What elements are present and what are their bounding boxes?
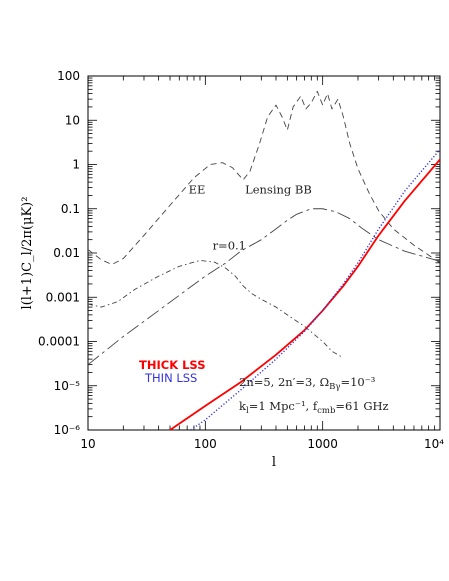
x-tick-label: 100	[194, 437, 217, 451]
y-tick-label: 10⁻⁵	[54, 379, 81, 393]
y-axis-title: l(l+1)C_l/2π(μK)²	[20, 197, 35, 310]
y-tick-label: 10⁻⁶	[54, 423, 81, 437]
y-tick-label: 0.1	[61, 202, 80, 216]
labels-group: 10 100 1000 10⁴ 100 10 1 0.1 0.01 0.001 0.0001 10⁻⁵…	[20, 69, 444, 470]
series-line-lensing-bb	[88, 208, 440, 365]
annotation-subscript: cmb	[317, 406, 336, 416]
x-tick-label: 10⁴	[424, 437, 444, 451]
y-tick-label: 100	[57, 69, 80, 83]
x-tick-label: 1000	[307, 437, 338, 451]
y-tick-label: 10	[65, 113, 80, 127]
x-tick-label: 10	[80, 437, 95, 451]
parameter-annotation-2: kl=1 Mpc⁻¹, fcmb=61 GHz	[239, 399, 389, 416]
annotation-text: =1 Mpc⁻¹, f	[249, 399, 318, 413]
x-axis-title: l	[272, 455, 276, 470]
series-line-thick-lss	[169, 158, 440, 430]
legend-thin-lss: THIN LSS	[144, 371, 197, 385]
annotation-text: =61 GHz	[335, 399, 388, 413]
parameter-annotation-1: 2n=5, 2n′=3, ΩBγ=10⁻³	[239, 375, 376, 392]
y-tick-label: 1	[72, 158, 80, 172]
y-tick-label: 0.01	[53, 246, 80, 260]
annotation-text: =10⁻³	[340, 375, 375, 389]
curve-label: EE	[189, 183, 206, 197]
annotation-subscript: Bγ	[329, 382, 340, 392]
annotation-subscript: l	[246, 406, 249, 416]
y-tick-label: 0.001	[46, 290, 80, 304]
annotation-text: 2n=5, 2n′=3, Ω	[239, 375, 329, 389]
series-line-thin-lss	[190, 148, 440, 430]
curve-label: Lensing BB	[245, 183, 312, 197]
annotation-text: k	[239, 399, 247, 413]
y-tick-label: 0.0001	[38, 335, 80, 349]
curve-label: r=0.1	[213, 238, 246, 252]
legend-thick-lss: THICK LSS	[139, 358, 205, 372]
series-line-ee	[88, 90, 440, 265]
series-group	[88, 90, 440, 430]
series-line-r-0-1	[88, 259, 342, 358]
